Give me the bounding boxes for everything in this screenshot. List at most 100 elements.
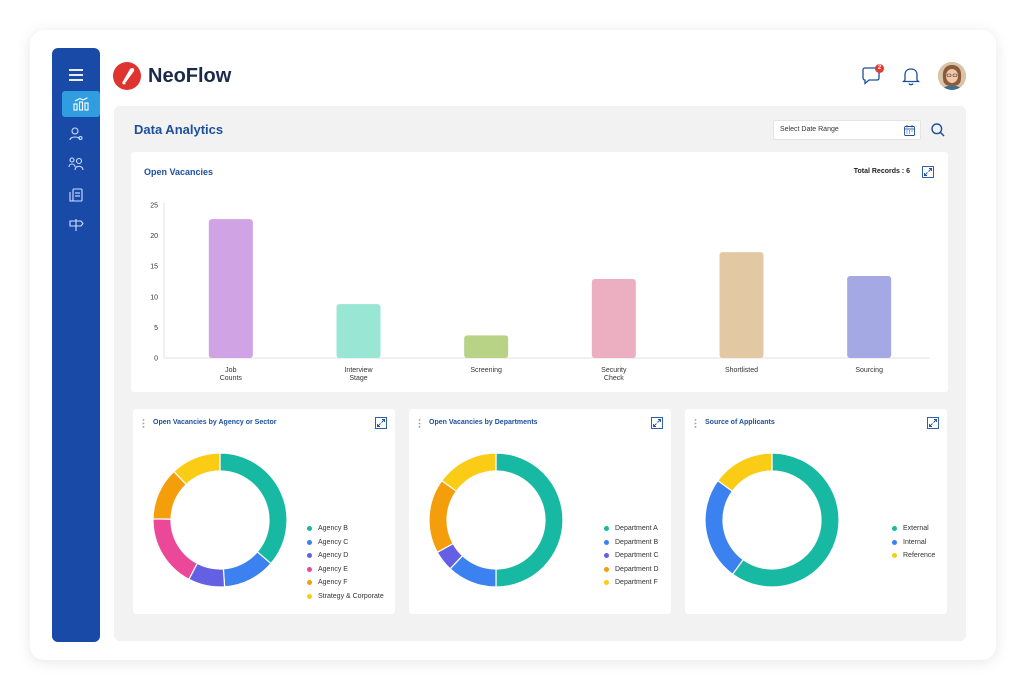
x-tick-label: Stage [349,375,367,382]
y-tick-label: 5 [154,325,158,332]
bar[interactable] [464,335,509,358]
legend-label: External [903,525,929,533]
notification-badge: 2 [875,64,884,73]
user-icon [69,127,83,141]
bar[interactable] [336,304,381,358]
legend-label: Agency B [318,525,348,533]
legend-dot [604,580,609,586]
legend-item[interactable]: Department C [604,549,659,563]
more-options-icon[interactable] [694,419,697,428]
bar[interactable] [591,279,636,358]
legend-dot [604,566,609,572]
source-legend: External Internal Reference [892,522,935,563]
donut-slice[interactable] [440,452,497,493]
bell-icon [902,68,920,86]
expand-icon[interactable] [922,166,934,178]
donut-slice[interactable] [704,479,745,576]
x-tick-label: Sourcing [855,367,883,374]
search-icon [931,123,945,137]
donut-slice[interactable] [219,452,288,565]
legend-item[interactable]: Agency E [307,563,384,577]
legend-item[interactable]: Department F [604,576,659,590]
agency-sector-card: Open Vacancies by Agency or Sector Agenc… [133,409,395,614]
donut-slice[interactable] [731,452,840,588]
signpost-icon [69,219,84,231]
documents-icon [69,188,83,202]
logo-mark-icon [113,62,141,90]
legend-item[interactable]: Strategy & Corporate [307,590,384,604]
legend-dot [307,580,312,586]
search-button[interactable] [929,121,947,139]
donut-slice[interactable] [428,479,458,554]
legend-item[interactable]: Agency F [307,576,384,590]
legend-item[interactable]: Agency B [307,522,384,536]
expand-icon[interactable] [651,417,663,429]
date-range-placeholder: Select Date Range [780,126,839,133]
more-options-icon[interactable] [418,419,421,428]
departments-donut-chart [428,452,564,588]
messages-button[interactable]: 2 [858,63,884,89]
notifications-button[interactable] [898,63,924,89]
legend-dot [892,539,897,545]
legend-label: Agency F [318,579,348,587]
page-title: Data Analytics [134,122,224,137]
open-vacancies-card: Open Vacancies Total Records : 6 0 5 10 15 2… [131,152,948,392]
sidebar-item-signpost[interactable] [60,212,92,238]
expand-icon[interactable] [927,417,939,429]
departments-title: Open Vacancies by Departments [429,419,538,426]
sidebar-item-analytics[interactable] [62,91,100,117]
legend-item[interactable]: Department B [604,536,659,550]
legend-item[interactable]: Agency D [307,549,384,563]
donut-slice[interactable] [495,452,564,588]
menu-icon[interactable] [60,62,92,88]
date-range-picker[interactable]: Select Date Range [773,120,921,140]
legend-item[interactable]: Internal [892,536,935,550]
legend-item[interactable]: Department A [604,522,659,536]
total-records: Total Records : 6 [853,168,910,175]
bar[interactable] [719,252,764,358]
legend-item[interactable]: Reference [892,549,935,563]
header-actions: 2 [858,62,966,90]
x-tick-label: Interview [344,367,373,374]
donut-slice[interactable] [173,452,221,486]
expand-icon[interactable] [375,417,387,429]
sidebar-item-users[interactable] [60,121,92,147]
donut-slice[interactable] [716,452,773,493]
agency-donut-chart [152,452,288,588]
legend-dot [307,526,312,532]
legend-label: Agency E [318,565,348,573]
source-donut-chart [704,452,840,588]
calendar-icon [904,125,915,136]
bar[interactable] [208,219,253,358]
more-options-icon[interactable] [142,419,145,428]
legend-dot [307,566,312,572]
legend-dot [604,526,609,532]
avatar[interactable] [938,62,966,90]
sidebar-item-team[interactable] [60,151,92,177]
legend-label: Department D [615,565,659,573]
sidebar-item-documents[interactable] [60,182,92,208]
brand-logo[interactable]: NeoFlow [112,60,231,92]
x-tick-label: Security [601,367,627,374]
legend-dot [307,539,312,545]
legend-dot [892,526,897,532]
legend-item[interactable]: External [892,522,935,536]
legend-dot [307,593,312,599]
departments-card: Open Vacancies by Departments Department… [409,409,671,614]
agency-sector-title: Open Vacancies by Agency or Sector [153,419,277,426]
legend-label: Department A [615,525,658,533]
bar[interactable] [847,275,892,358]
legend-label: Department F [615,579,658,587]
legend-item[interactable]: Agency C [307,536,384,550]
y-tick-label: 25 [150,203,158,210]
source-of-applicants-card: Source of Applicants External Internal Ref… [685,409,947,614]
legend-label: Agency C [318,538,349,546]
donut-slice[interactable] [152,518,199,581]
donut-slice[interactable] [222,551,272,588]
legend-item[interactable]: Department D [604,563,659,577]
x-tick-label: Counts [220,375,243,382]
open-vacancies-title: Open Vacancies [144,167,214,177]
y-tick-label: 0 [154,356,158,363]
legend-label: Reference [903,552,936,560]
